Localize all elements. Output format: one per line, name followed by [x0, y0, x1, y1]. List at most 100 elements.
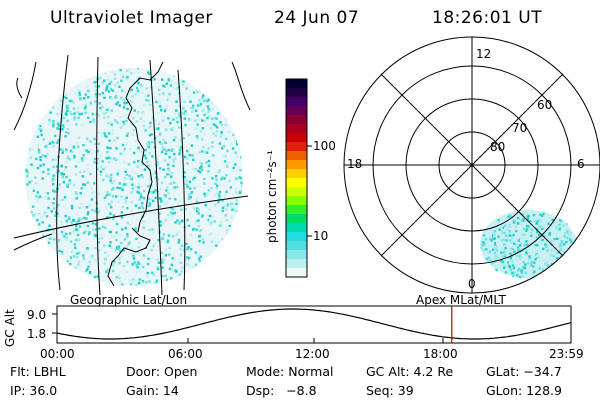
emission-pixel: [203, 99, 206, 103]
emission-pixel: [122, 120, 125, 124]
emission-pixel: [115, 147, 118, 150]
emission-pixel: [126, 78, 129, 81]
emission-pixel: [222, 145, 226, 148]
emission-pixel: [99, 173, 102, 176]
emission-pixel: [230, 202, 233, 206]
emission-pixel: [132, 133, 136, 137]
emission-pixel: [86, 168, 89, 171]
emission-pixel: [211, 101, 214, 105]
emission-pixel: [485, 248, 488, 251]
emission-pixel: [94, 195, 97, 199]
emission-pixel: [206, 214, 210, 217]
emission-pixel: [195, 219, 198, 223]
emission-pixel: [131, 183, 134, 186]
emission-pixel: [120, 241, 123, 245]
emission-pixel: [563, 250, 566, 253]
emission-pixel: [187, 246, 190, 249]
emission-pixel: [168, 197, 171, 200]
emission-pixel: [126, 69, 129, 73]
emission-pixel: [96, 221, 100, 224]
emission-pixel: [53, 207, 56, 210]
emission-pixel: [538, 254, 541, 257]
emission-pixel: [182, 164, 186, 167]
emission-pixel: [151, 199, 155, 202]
emission-pixel: [112, 186, 115, 190]
emission-pixel: [39, 158, 42, 162]
emission-pixel: [65, 148, 68, 151]
emission-pixel: [488, 256, 491, 260]
emission-pixel: [149, 176, 152, 179]
emission-pixel: [35, 157, 38, 161]
emission-pixel: [89, 172, 92, 176]
altitude-tick-top: 9.0: [27, 308, 47, 322]
emission-pixel: [552, 241, 556, 245]
emission-pixel: [493, 237, 496, 240]
emission-pixel: [151, 116, 155, 119]
emission-pixel: [131, 263, 134, 266]
emission-pixel: [56, 245, 59, 248]
emission-pixel: [197, 208, 200, 212]
emission-pixel: [133, 261, 136, 264]
emission-pixel: [77, 89, 81, 92]
emission-pixel: [201, 96, 204, 99]
emission-pixel: [97, 158, 100, 162]
emission-pixel: [206, 151, 209, 154]
emission-pixel: [47, 172, 50, 175]
emission-pixel: [51, 179, 54, 183]
emission-pixel: [52, 189, 55, 192]
emission-pixel: [167, 96, 170, 99]
emission-pixel: [173, 113, 177, 116]
emission-pixel: [538, 225, 542, 228]
emission-pixel: [86, 247, 89, 250]
emission-pixel: [137, 146, 140, 150]
emission-pixel: [74, 92, 77, 95]
emission-pixel: [122, 75, 125, 78]
emission-pixel: [101, 178, 105, 182]
emission-pixel: [221, 238, 224, 241]
emission-pixel: [140, 185, 144, 188]
emission-pixel: [59, 225, 62, 228]
emission-pixel: [199, 130, 202, 133]
emission-pixel: [165, 189, 168, 192]
emission-pixel: [147, 72, 151, 75]
emission-pixel: [72, 230, 76, 233]
emission-pixel: [549, 254, 552, 257]
emission-pixel: [91, 208, 94, 212]
emission-pixel: [68, 232, 72, 235]
emission-pixel: [137, 262, 141, 266]
emission-pixel: [116, 172, 119, 175]
emission-pixel: [186, 247, 189, 251]
emission-pixel: [221, 206, 225, 209]
emission-pixel: [131, 278, 135, 281]
emission-pixel: [101, 105, 104, 108]
emission-pixel: [200, 168, 204, 171]
emission-pixel: [102, 112, 105, 115]
emission-pixel: [96, 210, 99, 213]
emission-pixel: [116, 246, 119, 249]
emission-pixel: [231, 147, 235, 150]
emission-pixel: [126, 221, 129, 225]
door-readout: Door: Open: [126, 364, 198, 379]
emission-pixel: [525, 224, 529, 228]
emission-pixel: [146, 263, 150, 266]
emission-pixel: [234, 151, 238, 154]
emission-pixel: [144, 212, 148, 216]
emission-pixel: [97, 142, 101, 145]
emission-pixel: [110, 177, 113, 180]
emission-pixel: [61, 151, 64, 154]
emission-pixel: [516, 213, 520, 216]
emission-pixel: [36, 146, 39, 150]
colorbar-swatch: [286, 196, 307, 206]
emission-pixel: [151, 140, 154, 144]
emission-pixel: [28, 147, 31, 151]
emission-pixel: [182, 249, 185, 252]
emission-pixel: [525, 229, 528, 232]
emission-pixel: [491, 234, 495, 237]
emission-pixel: [507, 236, 510, 239]
emission-pixel: [115, 276, 118, 279]
emission-pixel: [120, 195, 123, 198]
emission-pixel: [198, 99, 201, 102]
emission-pixel: [202, 108, 206, 111]
emission-pixel: [542, 247, 545, 251]
mlt-label-left: 18: [347, 157, 363, 171]
